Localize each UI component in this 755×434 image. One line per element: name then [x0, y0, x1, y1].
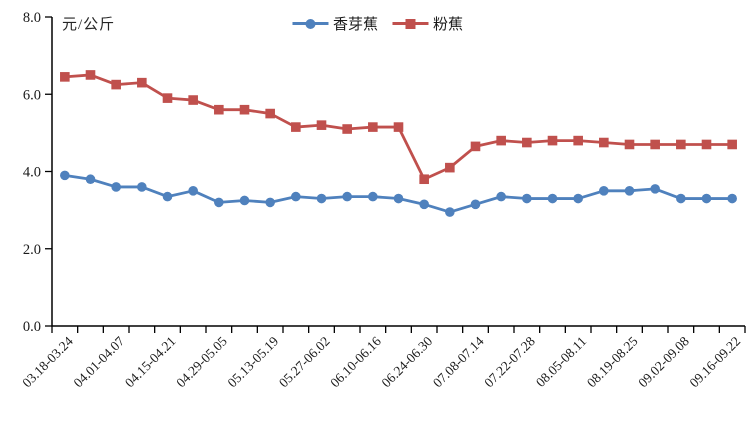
data-point-square: [419, 174, 429, 185]
y-tick-label: 8.0: [23, 10, 41, 26]
x-tick-label: 06.24-06.30: [379, 333, 436, 390]
legend-label-xiangyajiao: 香芽蕉: [332, 17, 378, 33]
data-point-square: [701, 139, 712, 150]
data-point-circle: [701, 193, 712, 204]
data-point-square: [111, 79, 121, 90]
x-tick-label: 08.19-08.25: [584, 333, 641, 390]
x-tick-label: 03.18-03.24: [19, 333, 76, 390]
data-point-square: [547, 135, 558, 146]
data-point-circle: [111, 182, 121, 192]
x-tick-label: 04.15-04.21: [122, 334, 179, 391]
data-point-circle: [239, 195, 250, 206]
x-tick-label: 05.13-05.19: [225, 333, 282, 390]
data-point-square: [85, 70, 96, 80]
data-point-square: [265, 108, 275, 119]
chart-legend: 香芽蕉 粉蕉: [291, 13, 463, 34]
data-point-circle: [676, 193, 686, 204]
series-xiangyajiao: [60, 170, 737, 217]
y-tick-label: 2.0: [23, 242, 41, 258]
legend-item-xiangyajiao: 香芽蕉: [291, 13, 378, 34]
x-axis: 03.18-03.2404.01-04.0704.15-04.2104.29-0…: [19, 326, 746, 391]
data-point-circle: [650, 184, 660, 194]
y-axis-unit-label: 元/公斤: [62, 17, 116, 33]
x-tick-label: 08.05-08.11: [533, 334, 589, 390]
data-point-circle: [470, 199, 481, 210]
x-tick-label: 05.27-06.02: [276, 334, 333, 391]
data-point-square: [393, 122, 404, 132]
legend-label-fenjiao: 粉蕉: [433, 17, 464, 33]
data-point-square: [239, 104, 250, 115]
data-point-circle: [265, 197, 275, 208]
x-tick-label: 07.08-07.14: [430, 333, 487, 390]
data-point-square: [522, 137, 532, 148]
data-point-square: [368, 122, 378, 132]
data-point-square: [573, 135, 583, 146]
data-point-square: [650, 139, 660, 150]
data-point-square: [676, 139, 686, 150]
data-point-square: [316, 120, 327, 130]
data-point-circle: [368, 191, 378, 202]
legend-item-fenjiao: 粉蕉: [392, 13, 463, 34]
data-point-square: [60, 72, 70, 82]
data-point-circle: [60, 170, 70, 181]
data-point-square: [727, 139, 737, 150]
data-point-circle: [496, 191, 506, 202]
data-point-circle: [291, 191, 301, 202]
x-tick-label: 06.10-06.16: [327, 333, 384, 390]
data-point-circle: [85, 174, 96, 185]
axis-lines: [51, 17, 745, 327]
x-tick-label: 09.02-09.08: [635, 333, 692, 390]
data-point-square: [445, 162, 455, 173]
data-point-square: [188, 95, 198, 105]
data-point-circle: [445, 207, 455, 217]
data-point-circle: [188, 186, 198, 196]
y-tick-label: 6.0: [23, 87, 41, 103]
data-point-circle: [316, 193, 327, 204]
x-tick-label: 04.01-04.07: [71, 333, 128, 390]
data-point-circle: [522, 193, 532, 204]
data-point-square: [137, 77, 147, 88]
legend-square-marker-icon: [392, 18, 428, 30]
x-tick-label: 04.29-05.05: [173, 333, 230, 390]
data-point-square: [214, 104, 224, 115]
data-point-circle: [573, 193, 583, 204]
legend-circle-marker-icon: [291, 18, 328, 30]
y-axis: 0.0 2.0 4.0 6.0 8.0: [23, 10, 52, 335]
data-point-square: [162, 93, 173, 103]
data-point-circle: [547, 193, 558, 204]
data-point-circle: [214, 197, 224, 208]
data-point-circle: [342, 191, 352, 202]
data-point-circle: [162, 191, 173, 202]
data-point-square: [496, 135, 506, 146]
data-point-square: [342, 124, 352, 134]
y-tick-label: 4.0: [23, 165, 41, 181]
data-point-circle: [599, 186, 609, 196]
series-fenjiao: [60, 70, 737, 185]
data-point-square: [599, 137, 609, 148]
data-point-circle: [624, 186, 635, 196]
data-point-circle: [393, 193, 404, 204]
data-point-square: [291, 122, 301, 132]
data-point-circle: [419, 199, 429, 210]
data-point-circle: [137, 182, 147, 192]
data-point-circle: [727, 193, 737, 204]
data-point-square: [470, 141, 481, 152]
data-point-square: [624, 139, 635, 150]
x-tick-label: 09.16-09.22: [687, 334, 744, 391]
x-tick-label: 07.22-07.28: [481, 333, 538, 390]
y-tick-label: 0.0: [23, 319, 41, 335]
